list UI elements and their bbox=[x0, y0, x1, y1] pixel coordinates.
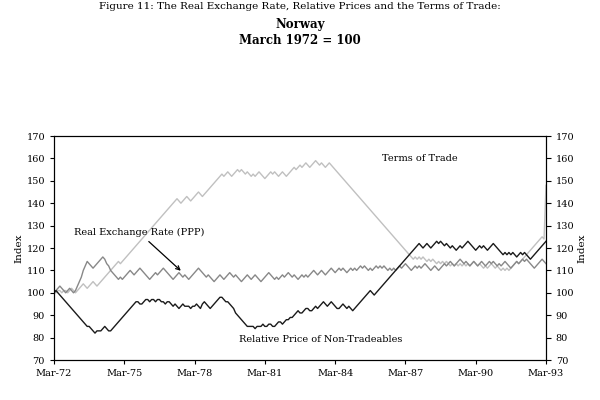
Y-axis label: Index: Index bbox=[577, 233, 586, 263]
Y-axis label: Index: Index bbox=[14, 233, 23, 263]
Text: Relative Price of Non-Tradeables: Relative Price of Non-Tradeables bbox=[239, 335, 403, 344]
Text: Figure 11: The Real Exchange Rate, Relative Prices and the Terms of Trade:: Figure 11: The Real Exchange Rate, Relat… bbox=[99, 2, 501, 11]
Text: Terms of Trade: Terms of Trade bbox=[382, 154, 458, 163]
Text: March 1972 = 100: March 1972 = 100 bbox=[239, 34, 361, 47]
Text: Norway: Norway bbox=[275, 18, 325, 31]
Text: Real Exchange Rate (PPP): Real Exchange Rate (PPP) bbox=[74, 228, 204, 270]
